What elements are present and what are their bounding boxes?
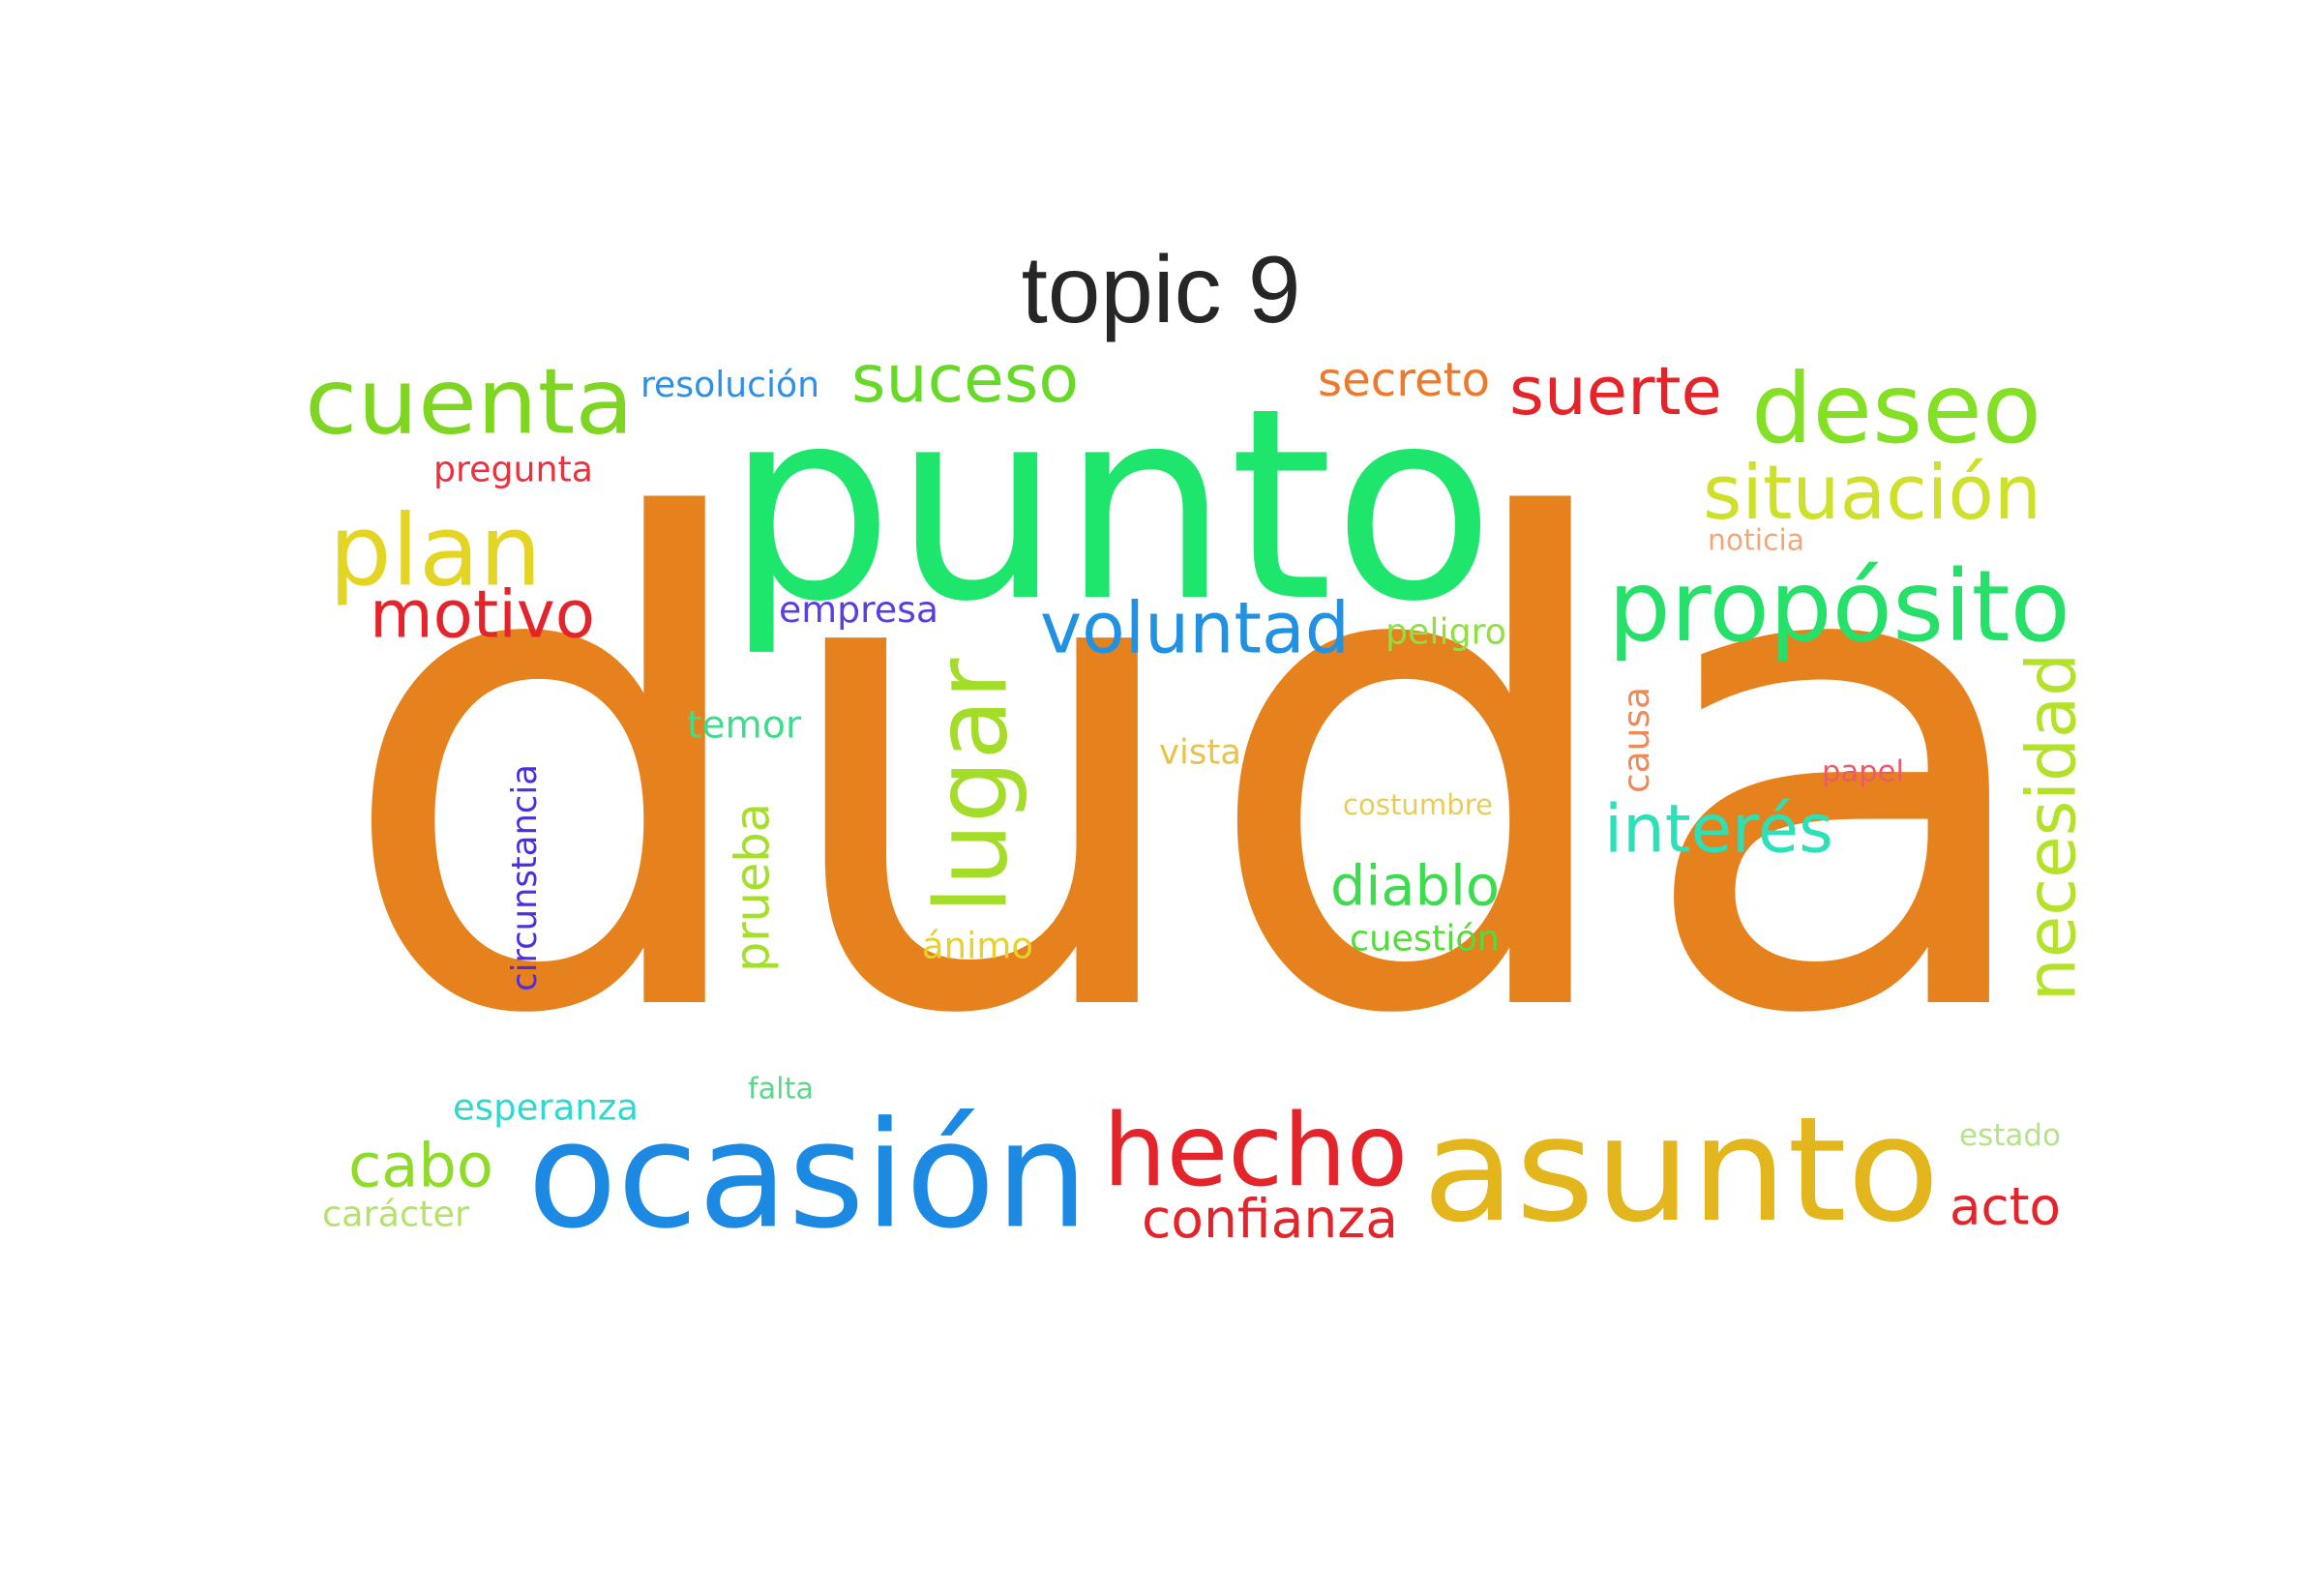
- word-punto: punto: [726, 351, 1495, 660]
- word-suerte: suerte: [1509, 353, 1722, 430]
- word-confianza: confianza: [1142, 1188, 1398, 1250]
- word-deseo: deseo: [1751, 352, 2041, 465]
- word-suceso: suceso: [851, 341, 1079, 418]
- word-interes: interés: [1604, 791, 1833, 869]
- word-esperanza: esperanza: [453, 1087, 639, 1129]
- word-estado: estado: [1959, 1118, 2061, 1153]
- word-acto: acto: [1950, 1177, 2061, 1237]
- word-situacion: situación: [1703, 450, 2041, 537]
- word-temor: temor: [687, 704, 802, 748]
- word-voluntad: voluntad: [1040, 588, 1350, 670]
- word-falta: falta: [748, 1073, 814, 1107]
- word-caracter: carácter: [322, 1194, 469, 1235]
- word-peligro: peligro: [1385, 611, 1506, 653]
- word-diablo: diablo: [1330, 854, 1500, 919]
- word-causa: causa: [1615, 687, 1657, 793]
- word-necesidad: necesidad: [2011, 653, 2092, 1001]
- word-cuenta: cuenta: [305, 350, 634, 456]
- word-asunto: asunto: [1422, 1086, 1940, 1255]
- word-lugar: lugar: [915, 658, 1030, 914]
- word-hecho: hecho: [1103, 1093, 1408, 1209]
- word-costumbre: costumbre: [1343, 788, 1493, 821]
- word-proposito: propósito: [1608, 549, 2070, 665]
- word-duda: duda: [334, 383, 2051, 1160]
- word-cuestion: cuestión: [1350, 918, 1500, 960]
- word-secreto: secreto: [1318, 353, 1490, 407]
- word-pregunta: pregunta: [433, 449, 593, 490]
- word-empresa: empresa: [779, 588, 938, 631]
- word-circunstancia: circunstancia: [505, 764, 545, 991]
- word-papel: papel: [1822, 755, 1904, 789]
- chart-title: topic 9: [1021, 236, 1301, 342]
- word-vista: vista: [1159, 733, 1241, 773]
- word-motivo: motivo: [370, 576, 595, 653]
- word-animo: ánimo: [922, 926, 1033, 967]
- word-cabo: cabo: [348, 1131, 493, 1201]
- word-noticia: noticia: [1708, 524, 1804, 558]
- word-prueba: prueba: [725, 803, 781, 972]
- word-plan: plan: [329, 494, 542, 609]
- word-resolucion: resolución: [640, 365, 819, 405]
- word-ocasion: ocasión: [527, 1090, 1088, 1261]
